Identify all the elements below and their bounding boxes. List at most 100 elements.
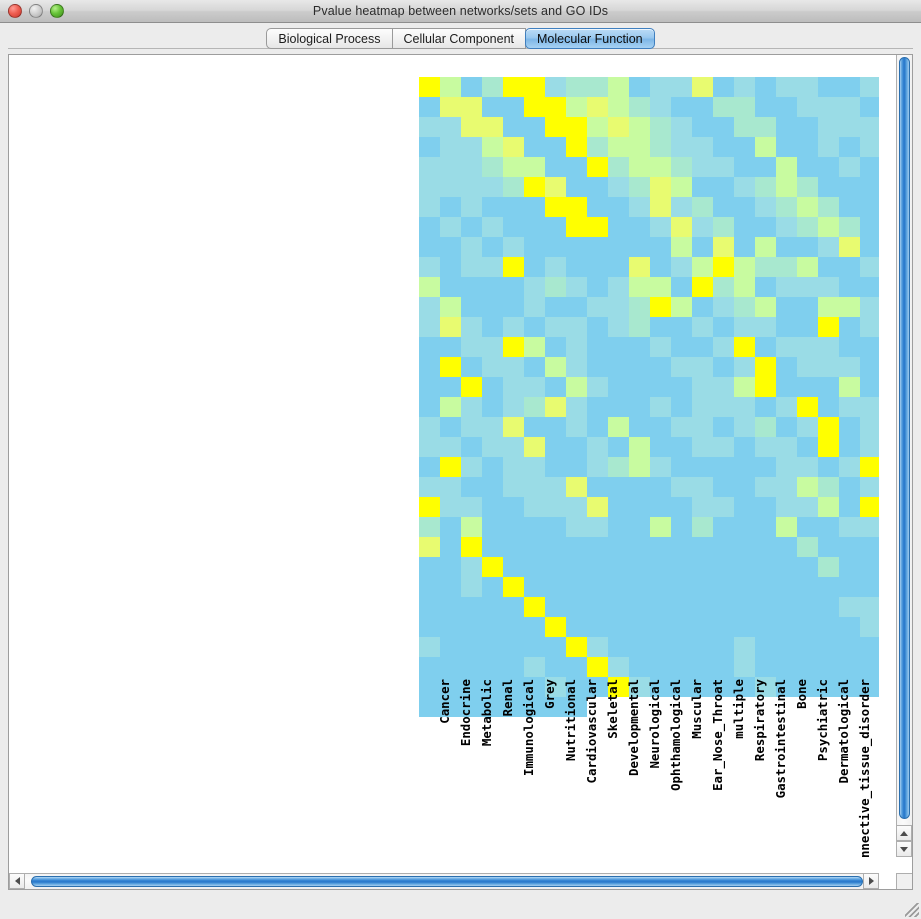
heatmap-cell[interactable] — [776, 617, 797, 637]
heatmap-cell[interactable] — [587, 577, 608, 597]
heatmap-cell[interactable] — [755, 517, 776, 537]
heatmap-cell[interactable] — [419, 517, 440, 537]
heatmap-cell[interactable] — [839, 157, 860, 177]
horizontal-scrollbar-thumb[interactable] — [31, 876, 863, 887]
heatmap-cell[interactable] — [545, 357, 566, 377]
heatmap-cell[interactable] — [755, 137, 776, 157]
heatmap-cell[interactable] — [629, 377, 650, 397]
heatmap-cell[interactable] — [650, 477, 671, 497]
heatmap-cell[interactable] — [713, 417, 734, 437]
heatmap-cell[interactable] — [587, 437, 608, 457]
heatmap-cell[interactable] — [566, 77, 587, 97]
heatmap-cell[interactable] — [629, 397, 650, 417]
heatmap-cell[interactable] — [482, 297, 503, 317]
heatmap-cell[interactable] — [839, 557, 860, 577]
heatmap-cell[interactable] — [419, 417, 440, 437]
heatmap-cell[interactable] — [440, 577, 461, 597]
heatmap-cell[interactable] — [524, 97, 545, 117]
heatmap-cell[interactable] — [818, 537, 839, 557]
heatmap-cell[interactable] — [440, 357, 461, 377]
heatmap-cell[interactable] — [776, 97, 797, 117]
heatmap-cell[interactable] — [482, 397, 503, 417]
heatmap-cell[interactable] — [608, 577, 629, 597]
heatmap-cell[interactable] — [692, 537, 713, 557]
heatmap-cell[interactable] — [629, 357, 650, 377]
heatmap-cell[interactable] — [566, 417, 587, 437]
heatmap-cell[interactable] — [587, 377, 608, 397]
heatmap-cell[interactable] — [692, 357, 713, 377]
heatmap-cell[interactable] — [419, 577, 440, 597]
heatmap-cell[interactable] — [419, 157, 440, 177]
heatmap-cell[interactable] — [860, 197, 879, 217]
heatmap-cell[interactable] — [818, 77, 839, 97]
heatmap-cell[interactable] — [839, 77, 860, 97]
heatmap-cell[interactable] — [503, 477, 524, 497]
heatmap-cell[interactable] — [566, 657, 587, 677]
heatmap-cell[interactable] — [734, 517, 755, 537]
heatmap-cell[interactable] — [692, 297, 713, 317]
heatmap-cell[interactable] — [524, 557, 545, 577]
heatmap-cell[interactable] — [650, 217, 671, 237]
heatmap-cell[interactable] — [524, 657, 545, 677]
heatmap-cell[interactable] — [776, 657, 797, 677]
heatmap-cell[interactable] — [860, 277, 879, 297]
heatmap-cell[interactable] — [482, 537, 503, 557]
heatmap-cell[interactable] — [524, 577, 545, 597]
heatmap-cell[interactable] — [713, 577, 734, 597]
heatmap-cell[interactable] — [839, 457, 860, 477]
heatmap-cell[interactable] — [776, 197, 797, 217]
heatmap-cell[interactable] — [839, 517, 860, 537]
heatmap-cell[interactable] — [797, 277, 818, 297]
heatmap-cell[interactable] — [818, 637, 839, 657]
heatmap-cell[interactable] — [629, 217, 650, 237]
heatmap-cell[interactable] — [797, 557, 818, 577]
heatmap-cell[interactable] — [566, 257, 587, 277]
heatmap-cell[interactable] — [755, 617, 776, 637]
heatmap-cell[interactable] — [818, 357, 839, 377]
heatmap-cell[interactable] — [419, 317, 440, 337]
heatmap-cell[interactable] — [818, 517, 839, 537]
heatmap-cell[interactable] — [440, 257, 461, 277]
heatmap-cell[interactable] — [629, 577, 650, 597]
heatmap-cell[interactable] — [713, 197, 734, 217]
heatmap-cell[interactable] — [797, 437, 818, 457]
heatmap-cell[interactable] — [839, 437, 860, 457]
heatmap-cell[interactable] — [524, 597, 545, 617]
heatmap-cell[interactable] — [650, 257, 671, 277]
heatmap-cell[interactable] — [839, 257, 860, 277]
heatmap-cell[interactable] — [776, 497, 797, 517]
heatmap-cell[interactable] — [713, 77, 734, 97]
heatmap-cell[interactable] — [545, 477, 566, 497]
heatmap-cell[interactable] — [503, 197, 524, 217]
heatmap-cell[interactable] — [545, 317, 566, 337]
heatmap-cell[interactable] — [524, 497, 545, 517]
heatmap-cell[interactable] — [797, 577, 818, 597]
heatmap-cell[interactable] — [734, 117, 755, 137]
heatmap-cell[interactable] — [692, 117, 713, 137]
heatmap-cell[interactable] — [566, 537, 587, 557]
heatmap-cell[interactable] — [482, 217, 503, 237]
heatmap-cell[interactable] — [755, 597, 776, 617]
heatmap-cell[interactable] — [671, 317, 692, 337]
heatmap-cell[interactable] — [650, 317, 671, 337]
heatmap-cell[interactable] — [503, 597, 524, 617]
heatmap-cell[interactable] — [566, 217, 587, 237]
heatmap-cell[interactable] — [671, 557, 692, 577]
heatmap-cell[interactable] — [440, 637, 461, 657]
heatmap-cell[interactable] — [524, 337, 545, 357]
heatmap-cell[interactable] — [713, 497, 734, 517]
heatmap-cell[interactable] — [524, 277, 545, 297]
heatmap-cell[interactable] — [692, 217, 713, 237]
heatmap-cell[interactable] — [545, 117, 566, 137]
heatmap-cell[interactable] — [860, 637, 879, 657]
heatmap-cell[interactable] — [860, 237, 879, 257]
heatmap-cell[interactable] — [566, 477, 587, 497]
heatmap-cell[interactable] — [797, 237, 818, 257]
heatmap-cell[interactable] — [440, 77, 461, 97]
heatmap-cell[interactable] — [650, 277, 671, 297]
heatmap-cell[interactable] — [503, 77, 524, 97]
heatmap-cell[interactable] — [776, 237, 797, 257]
heatmap-cell[interactable] — [608, 177, 629, 197]
heatmap-cell[interactable] — [629, 437, 650, 457]
heatmap-cell[interactable] — [860, 337, 879, 357]
